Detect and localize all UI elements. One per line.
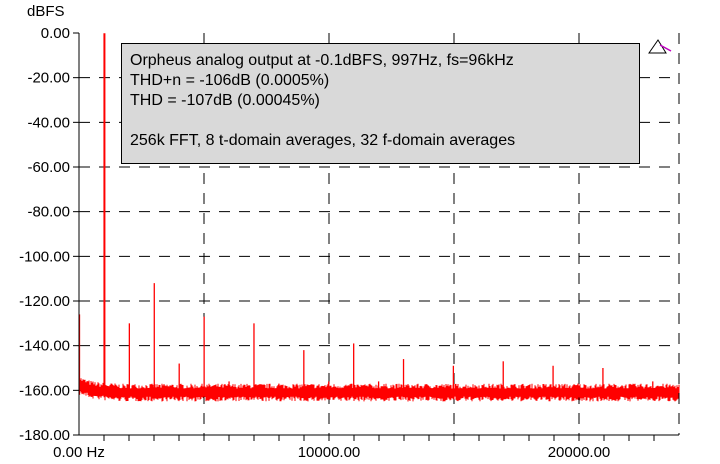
annotation-line: THD+n = -106dB (0.0005%)	[130, 72, 330, 89]
x-tick-label: 20000.00	[548, 444, 611, 461]
annotation-line: Orpheus analog output at -0.1dBFS, 997Hz…	[130, 52, 514, 69]
y-tick-label: -40.00	[27, 114, 70, 131]
x-tick-label: 0.00 Hz	[53, 444, 105, 461]
x-tick-label: 10000.00	[298, 444, 361, 461]
y-axis-unit-label: dBFS	[27, 3, 65, 20]
x-tick-labels: 0.00 Hz 10000.00 20000.00	[53, 435, 655, 461]
annotation-box: Orpheus analog output at -0.1dBFS, 997Hz…	[121, 43, 640, 164]
y-tick-label: -140.00	[19, 338, 70, 355]
y-tick-label: -100.00	[19, 248, 70, 265]
y-tick-label: -180.00	[19, 427, 70, 444]
y-tick-label: -60.00	[27, 159, 70, 176]
y-tick-label: -20.00	[27, 70, 70, 87]
annotation-line: THD = -107dB (0.00045%)	[130, 92, 320, 109]
y-tick-labels: 0.00 -20.00 -40.00 -60.00 -80.00 -100.00 -120.…	[19, 25, 79, 444]
annotation-line: 256k FFT, 8 t-domain averages, 32 f-doma…	[130, 132, 516, 149]
y-tick-label: 0.00	[41, 25, 70, 42]
cursor-triangle-icon[interactable]	[646, 37, 672, 57]
y-tick-label: -120.00	[19, 293, 70, 310]
y-tick-label: -80.00	[27, 204, 70, 221]
y-tick-label: -160.00	[19, 382, 70, 399]
